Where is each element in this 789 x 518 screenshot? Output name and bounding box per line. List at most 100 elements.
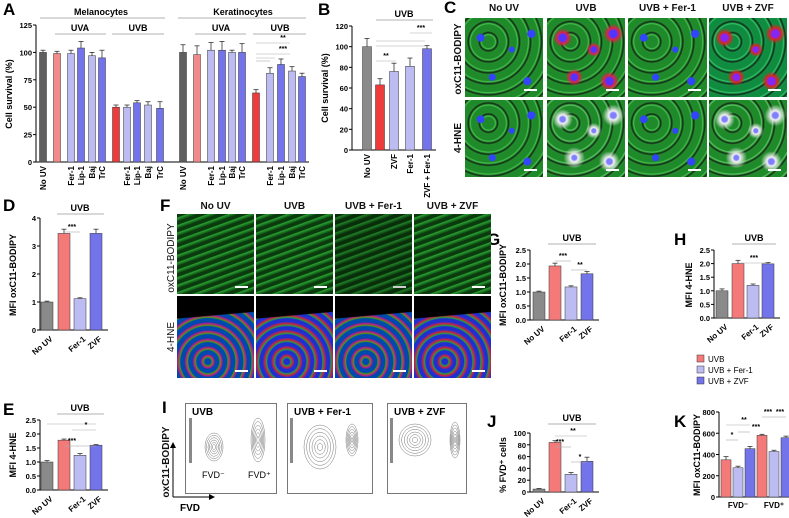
bar	[580, 461, 594, 493]
group-label: UVB	[562, 233, 582, 243]
x-tick-label: ZVF	[86, 494, 103, 511]
contour-line	[452, 430, 458, 450]
y-tick-label: 125	[19, 21, 32, 30]
y-tick-label: 0.5	[516, 302, 526, 311]
x-tick-label: TrC	[156, 166, 165, 180]
scale-bar	[524, 89, 537, 91]
contour-line	[453, 433, 457, 447]
y-tick-label: 0.0	[26, 486, 36, 495]
contour-line	[451, 427, 459, 453]
scale-bar	[524, 169, 537, 171]
legend-swatch	[696, 365, 705, 374]
x-tick-label: Fer-1	[67, 165, 76, 185]
c-col-title: UVB + ZVF	[722, 3, 774, 14]
x-tick-label: Lip-1	[277, 165, 286, 185]
significance-marker: ***	[417, 25, 425, 32]
x-tick-label: TrC	[238, 166, 247, 180]
scale-bar	[235, 286, 248, 288]
x-tick-label: Fer-1	[558, 324, 579, 344]
significance-marker: **	[570, 428, 576, 435]
y-tick-label: 0.5	[26, 472, 36, 481]
micrograph-c-oxc11-uvb-zvf	[709, 18, 787, 97]
bar	[362, 46, 372, 151]
contour-line	[398, 423, 432, 457]
bar	[144, 104, 152, 163]
x-tick-label: Fer-1	[406, 153, 415, 173]
contour-line	[250, 417, 266, 463]
y-axis-title: MFI oxC11-BODIPY	[8, 234, 18, 316]
x-tick-label: ZVF	[86, 334, 103, 351]
bar	[731, 263, 745, 319]
bar	[756, 435, 768, 498]
scale-bar	[235, 370, 248, 372]
legend-label: UVB + Fer-1	[708, 366, 753, 375]
bar	[89, 444, 103, 491]
bar	[564, 474, 578, 493]
bar	[73, 298, 87, 331]
micrograph-c-4hne-no-uv	[465, 100, 543, 177]
bar	[228, 52, 236, 163]
x-tick-label: FVD⁻	[728, 501, 748, 510]
contour-line	[453, 436, 457, 444]
bar	[744, 448, 756, 498]
significance-marker: ***	[752, 424, 760, 431]
y-axis-title: MFI 4-HNE	[684, 263, 694, 308]
group-label: Melanocytes	[74, 7, 128, 17]
bar	[389, 71, 399, 151]
y-tick-label: 40	[518, 464, 526, 473]
legend-swatch	[696, 376, 705, 385]
bar	[207, 49, 215, 163]
contour-line	[255, 432, 261, 448]
significance-marker: **	[741, 417, 747, 424]
contour-line	[317, 443, 323, 451]
contour-line	[303, 424, 337, 470]
x-tick-label: TrC	[298, 166, 307, 180]
panel-label-h: H	[674, 230, 687, 249]
panel-label-d: D	[3, 196, 16, 215]
significance-marker: **	[577, 262, 583, 269]
y-tick-label: 4	[32, 214, 37, 223]
y-tick-label: 80	[340, 63, 348, 72]
bar	[238, 52, 246, 163]
bar	[532, 488, 546, 493]
contour-line	[207, 437, 221, 457]
y-tick-label: 1.0	[26, 458, 36, 467]
micrograph-c-oxc11-uvb	[547, 18, 625, 97]
bar	[156, 108, 164, 163]
x-tick-label: Fer-1	[123, 165, 132, 185]
significance-marker: *	[579, 454, 582, 461]
bar	[548, 265, 562, 321]
panel-label-a: A	[3, 0, 16, 19]
contour-line	[210, 442, 218, 452]
contour-line	[306, 428, 334, 466]
chart-a: 0 25 50 75 100 125 Cell survival (%) No UV Fer-1…	[4, 7, 309, 190]
x-tick-label: No UV	[705, 322, 730, 345]
bar	[422, 48, 432, 151]
micrograph-f-4hne-uvb-fer1	[335, 296, 412, 378]
f-col-title: UVB + Fer-1	[345, 201, 402, 212]
contour-line	[212, 444, 216, 450]
bar	[277, 64, 285, 163]
legend-label: UVB	[708, 355, 724, 364]
x-tick-label: Fer-1	[266, 165, 275, 185]
y-tick-label: 20	[518, 476, 526, 485]
contour-line	[309, 432, 331, 462]
bar	[768, 451, 780, 498]
x-tick-label: Fer-1	[207, 165, 216, 185]
y-tick-label: 2.0	[516, 260, 526, 269]
legend-swatch	[696, 354, 705, 363]
y-axis-title: Cell survival (%)	[4, 59, 14, 129]
legend: UVB UVB + Fer-1 UVB + ZVF	[696, 354, 753, 386]
micrograph-f-oxc11-uvb-fer1	[335, 214, 412, 294]
scale-bar	[314, 370, 327, 372]
x-tick-label: No UV	[363, 153, 372, 178]
y-tick-label: 0.0	[516, 316, 526, 325]
contour-line	[412, 437, 418, 443]
bar	[179, 52, 187, 163]
significance-marker: ***	[764, 409, 772, 416]
significance-marker: *	[85, 422, 88, 429]
y-tick-label: 100	[335, 43, 348, 52]
x-tick-label: TrC	[98, 166, 107, 180]
